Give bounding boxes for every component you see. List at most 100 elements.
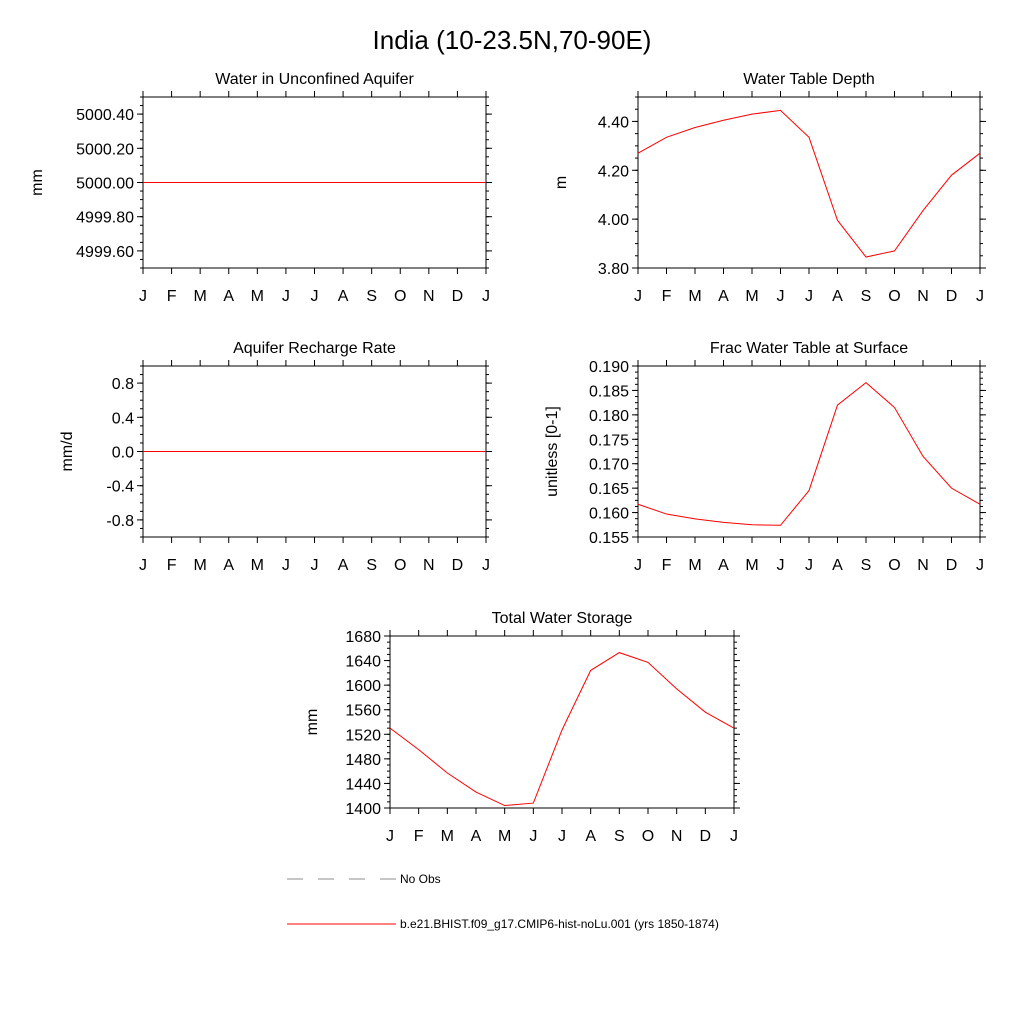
x-tick-label: A xyxy=(338,288,349,305)
y-tick-label: 0.155 xyxy=(589,530,629,547)
x-tick-label: A xyxy=(223,557,234,574)
x-tick-label: M xyxy=(441,828,454,845)
plot-title: Water in Unconfined Aquifer xyxy=(215,71,414,88)
y-axis-label: mm xyxy=(29,169,46,196)
x-tick-label: F xyxy=(662,288,672,305)
series-line xyxy=(389,652,735,807)
x-tick-label: S xyxy=(861,557,872,574)
x-tick-label: O xyxy=(394,557,406,574)
x-tick-label: J xyxy=(634,288,642,305)
y-tick-label: 0.0 xyxy=(112,445,134,462)
x-tick-label: M xyxy=(745,557,758,574)
x-tick-label: J xyxy=(139,557,147,574)
x-tick-label: N xyxy=(917,557,929,574)
x-tick-label: A xyxy=(585,828,596,845)
plot-frame xyxy=(637,96,981,269)
y-axis-label: unitless [0-1] xyxy=(544,406,561,497)
y-tick-label: 1480 xyxy=(345,752,381,769)
x-tick-label: M xyxy=(251,557,264,574)
plot-title: Frac Water Table at Surface xyxy=(710,340,908,357)
figure-title: India (10-23.5N,70-90E) xyxy=(373,25,652,55)
x-tick-label: J xyxy=(976,557,984,574)
x-tick-label: O xyxy=(888,557,900,574)
x-tick-label: M xyxy=(194,557,207,574)
plot-title: Aquifer Recharge Rate xyxy=(233,340,396,357)
series-line xyxy=(637,381,981,526)
x-tick-label: A xyxy=(223,288,234,305)
x-tick-label: J xyxy=(558,828,566,845)
y-tick-label: 0.175 xyxy=(589,432,629,449)
x-tick-label: F xyxy=(662,557,672,574)
x-tick-label: N xyxy=(917,288,929,305)
y-tick-label: 1600 xyxy=(345,678,381,695)
x-tick-label: N xyxy=(423,557,435,574)
x-tick-label: S xyxy=(861,288,872,305)
x-tick-label: J xyxy=(482,557,490,574)
x-tick-label: J xyxy=(805,288,813,305)
x-tick-label: J xyxy=(311,288,319,305)
x-tick-label: O xyxy=(394,288,406,305)
x-tick-label: F xyxy=(167,288,177,305)
x-tick-label: O xyxy=(888,288,900,305)
y-tick-label: 1440 xyxy=(345,776,381,793)
x-tick-label: J xyxy=(311,557,319,574)
y-tick-label: 3.80 xyxy=(598,261,629,278)
x-tick-label: J xyxy=(529,828,537,845)
legend-obs-label: No Obs xyxy=(400,872,441,886)
plot-frame xyxy=(637,365,981,538)
x-tick-label: M xyxy=(498,828,511,845)
y-tick-label: 4.20 xyxy=(598,163,629,180)
x-tick-label: J xyxy=(730,828,738,845)
x-tick-label: M xyxy=(251,288,264,305)
y-tick-label: 5000.00 xyxy=(76,176,134,193)
x-tick-label: A xyxy=(338,557,349,574)
x-tick-label: D xyxy=(700,828,712,845)
legend-model-label: b.e21.BHIST.f09_g17.CMIP6-hist-noLu.001 … xyxy=(400,917,719,931)
x-tick-label: N xyxy=(423,288,435,305)
x-tick-label: J xyxy=(482,288,490,305)
y-tick-label: 0.190 xyxy=(589,359,629,376)
x-tick-label: A xyxy=(832,557,843,574)
x-tick-label: D xyxy=(946,288,958,305)
plot-title: Water Table Depth xyxy=(743,71,875,88)
y-axis-label: m xyxy=(553,176,570,189)
x-tick-label: A xyxy=(718,557,729,574)
y-tick-label: 0.4 xyxy=(112,410,134,427)
x-tick-label: A xyxy=(718,288,729,305)
y-tick-label: 1560 xyxy=(345,703,381,720)
x-tick-label: S xyxy=(614,828,625,845)
y-tick-label: -0.4 xyxy=(106,479,134,496)
y-tick-label: 4.00 xyxy=(598,212,629,229)
x-tick-label: A xyxy=(832,288,843,305)
y-tick-label: 0.8 xyxy=(112,376,134,393)
y-axis-label: mm/d xyxy=(59,432,76,472)
plot-title: Total Water Storage xyxy=(492,610,633,627)
x-tick-label: M xyxy=(688,557,701,574)
x-tick-label: D xyxy=(452,557,464,574)
plot-frame xyxy=(389,635,735,809)
y-tick-label: -0.8 xyxy=(106,513,134,530)
x-tick-label: J xyxy=(139,288,147,305)
y-tick-label: 0.170 xyxy=(589,457,629,474)
x-tick-label: J xyxy=(805,557,813,574)
x-tick-label: J xyxy=(777,288,785,305)
y-tick-label: 1640 xyxy=(345,654,381,671)
y-tick-label: 4.40 xyxy=(598,114,629,131)
x-tick-label: J xyxy=(386,828,394,845)
x-tick-label: M xyxy=(688,288,701,305)
x-tick-label: F xyxy=(167,557,177,574)
x-tick-label: D xyxy=(946,557,958,574)
y-tick-label: 0.185 xyxy=(589,383,629,400)
y-tick-label: 0.160 xyxy=(589,506,629,523)
x-tick-label: A xyxy=(471,828,482,845)
series-line xyxy=(637,109,981,258)
x-tick-label: M xyxy=(194,288,207,305)
x-tick-label: D xyxy=(452,288,464,305)
